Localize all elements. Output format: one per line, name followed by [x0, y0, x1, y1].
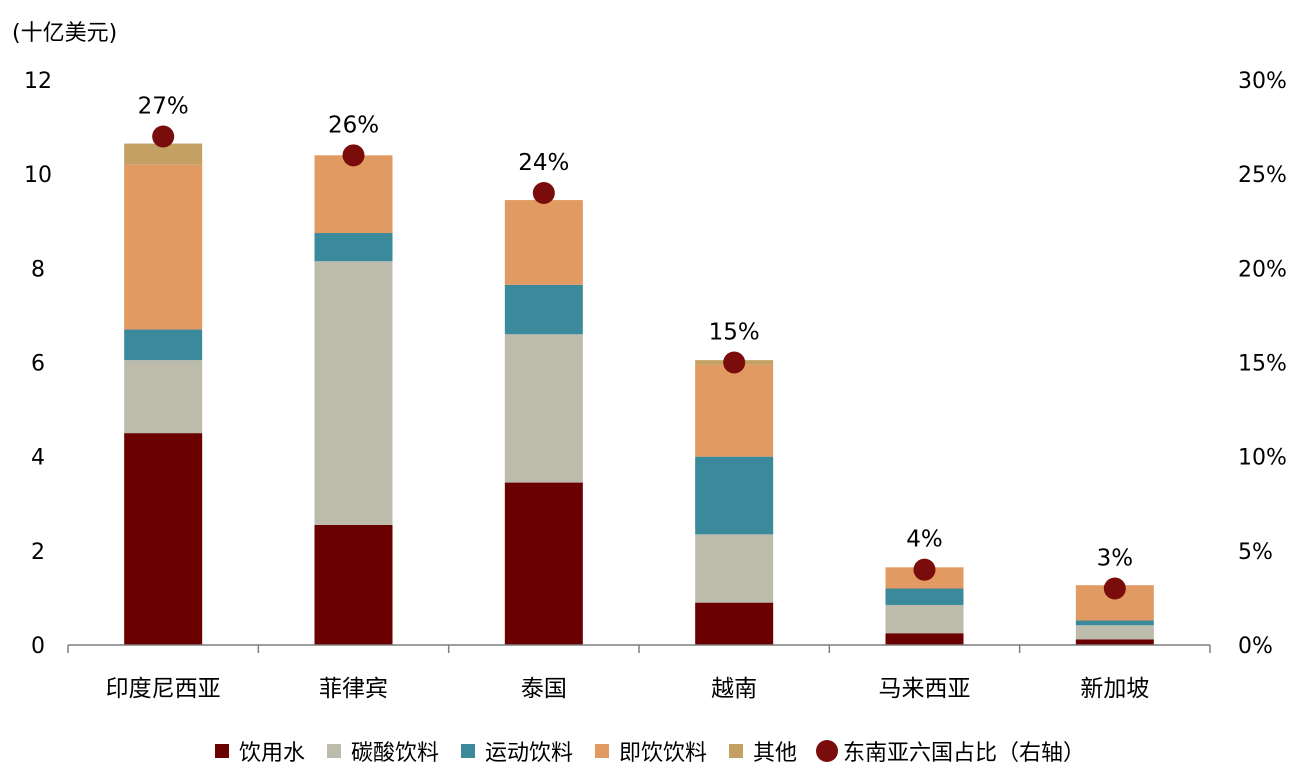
share-point [723, 351, 746, 374]
bar-segment [314, 261, 393, 525]
bar-segment [695, 364, 774, 457]
bar-segment [124, 164, 203, 330]
legend-swatch [595, 744, 609, 758]
bar-segment [124, 143, 203, 165]
bar-segment [124, 433, 203, 645]
y-right-tick-label: 20% [1238, 257, 1287, 282]
share-point [1103, 577, 1126, 600]
share-data-label: 15% [709, 320, 760, 346]
y-left-tick-label: 2 [31, 540, 45, 565]
legend-label: 运动饮料 [485, 741, 573, 766]
y-right-tick-label: 25% [1238, 163, 1287, 188]
bar-segment [695, 602, 774, 645]
legend-swatch [327, 744, 341, 758]
legend-label: 饮用水 [239, 741, 305, 766]
bar-segment [504, 200, 583, 285]
y-right-tick-label: 5% [1238, 540, 1273, 565]
bar-segment [695, 456, 774, 535]
bar-segment [885, 588, 964, 605]
x-category-label: 泰国 [521, 676, 567, 702]
bar-segment [314, 524, 393, 645]
bar-segment [314, 233, 393, 262]
share-data-label: 26% [328, 112, 379, 138]
share-data-label: 3% [1097, 546, 1134, 572]
bar-segment [314, 155, 393, 234]
legend-label: 即饮饮料 [619, 741, 707, 766]
bar-segment [885, 604, 964, 634]
y-left-tick-label: 12 [24, 69, 52, 94]
share-point [532, 182, 555, 204]
legend-marker [816, 740, 838, 762]
legend-label: 碳酸饮料 [351, 741, 439, 766]
bar-segment [504, 284, 583, 335]
y-right-tick-label: 30% [1238, 69, 1287, 94]
bar-segment [504, 334, 583, 483]
y-right-tick-label: 0% [1238, 634, 1273, 659]
x-category-label: 印度尼西亚 [106, 676, 221, 702]
bar-segment [504, 482, 583, 645]
y-right-tick-label: 10% [1238, 446, 1287, 471]
y-right-tick-label: 15% [1238, 352, 1287, 377]
share-point [342, 144, 365, 167]
y-left-tick-label: 6 [31, 352, 45, 377]
share-data-label: 27% [138, 94, 189, 120]
bar-segment [1075, 639, 1154, 645]
bar-segment [124, 360, 203, 434]
legend-label: 东南亚六国占比（右轴） [843, 741, 1085, 766]
legend-swatch [461, 744, 475, 758]
bar-segment [885, 633, 964, 645]
bar-segment [695, 534, 774, 603]
bar-segment [124, 329, 203, 361]
share-data-label: 4% [906, 527, 943, 553]
share-point [152, 125, 175, 148]
bar-segment [1075, 620, 1154, 626]
bar-segment [1075, 625, 1154, 640]
y-left-tick-label: 10 [24, 163, 52, 188]
legend-swatch [729, 744, 743, 758]
share-point [913, 558, 936, 581]
legend-label: 其他 [753, 741, 797, 766]
x-category-label: 菲律宾 [319, 676, 388, 702]
y-axis-unit-label: (十亿美元) [12, 21, 117, 46]
y-left-tick-label: 4 [31, 446, 45, 471]
share-data-label: 24% [518, 150, 569, 176]
legend-swatch [215, 744, 229, 758]
x-category-label: 马来西亚 [879, 676, 971, 702]
x-category-label: 越南 [711, 676, 757, 702]
y-left-tick-label: 0 [31, 634, 45, 659]
y-left-tick-label: 8 [31, 257, 45, 282]
x-category-label: 新加坡 [1080, 676, 1149, 702]
